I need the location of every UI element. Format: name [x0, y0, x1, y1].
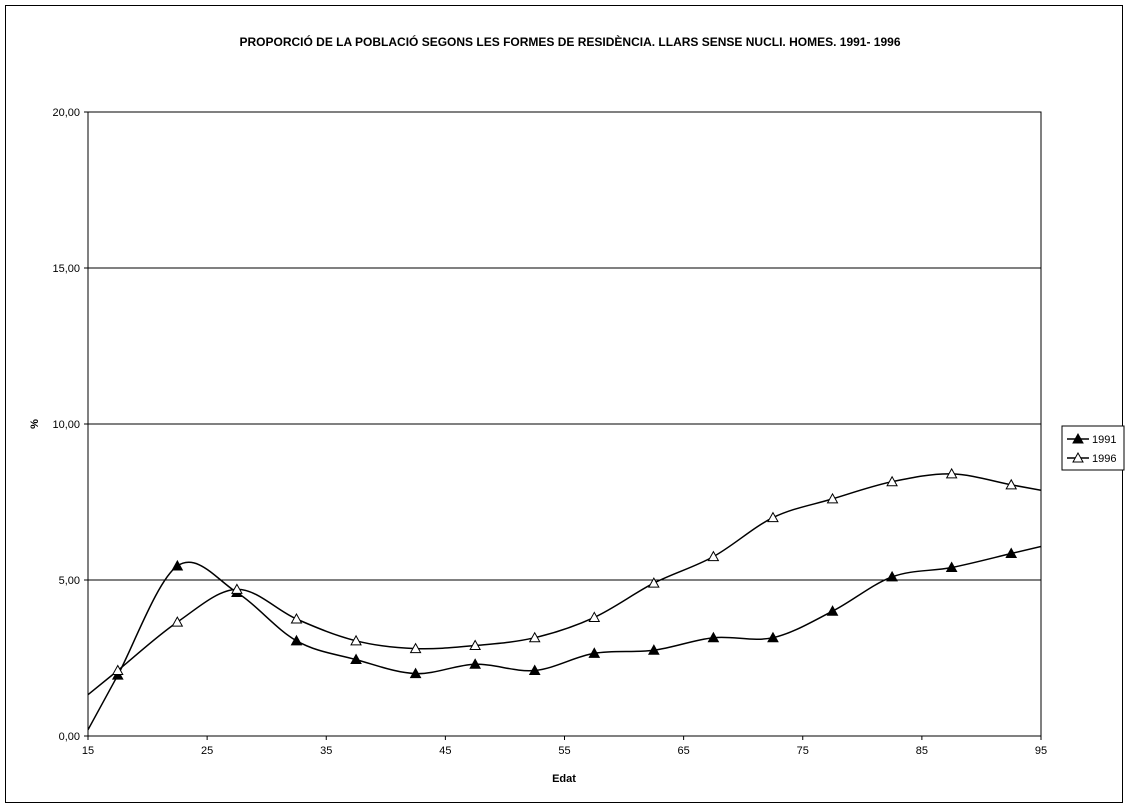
data-point-1996: [1005, 478, 1018, 490]
legend-box: [1061, 425, 1125, 471]
x-tick-label: 55: [558, 745, 570, 757]
data-point-1996: [350, 634, 362, 646]
y-tick-label: 10,00: [52, 419, 80, 431]
y-axis-label: %: [29, 419, 41, 429]
data-point-1996: [886, 475, 898, 487]
x-tick-label: 15: [82, 745, 94, 757]
data-point-1996: [469, 639, 482, 651]
y-tick-label: 20,00: [52, 107, 80, 119]
legend-label: 1991: [1092, 434, 1116, 446]
data-point-1996: [171, 616, 184, 627]
data-point-1991: [945, 561, 958, 573]
y-tick-label: 0,00: [59, 731, 80, 743]
data-point-1996: [231, 583, 243, 594]
x-axis-label: Edat: [552, 773, 576, 785]
data-point-1991: [290, 634, 303, 646]
data-point-1996: [111, 664, 124, 675]
data-point-1991: [707, 631, 720, 643]
x-tick-label: 65: [678, 745, 690, 757]
data-point-1991: [647, 644, 660, 655]
data-point-1996: [647, 577, 660, 588]
chart-title: PROPORCIÓ DE LA POBLACIÓ SEGONS LES FORM…: [239, 34, 900, 49]
data-point-1991: [528, 664, 541, 675]
legend: 1991 1996: [1061, 425, 1125, 471]
y-tick-label: 15,00: [52, 263, 80, 275]
data-point-1991: [350, 653, 362, 665]
chart-frame: [5, 5, 1123, 803]
data-point-1996: [707, 550, 720, 562]
x-tick-label: 25: [201, 745, 213, 757]
data-point-1996: [290, 612, 303, 624]
data-point-1991: [1005, 547, 1018, 558]
x-tick-label: 75: [797, 745, 809, 757]
data-point-1996: [528, 631, 541, 643]
data-point-1991: [469, 658, 482, 669]
data-point-1996: [767, 511, 779, 523]
series-line-1991: [88, 545, 1041, 731]
x-tick-label: 95: [1035, 745, 1047, 757]
data-point-1996: [826, 492, 839, 504]
series-line-1996: [88, 473, 1041, 696]
legend-marker: [1072, 432, 1084, 444]
data-point-1991: [409, 667, 422, 679]
x-tick-label: 85: [916, 745, 928, 757]
legend-marker: [1072, 451, 1084, 463]
data-point-1991: [767, 631, 779, 643]
data-point-1996: [945, 467, 958, 479]
data-point-1991: [826, 605, 839, 616]
data-point-1991: [588, 647, 601, 658]
x-tick-label: 35: [320, 745, 332, 757]
data-point-1991: [171, 559, 184, 571]
legend-label: 1996: [1092, 453, 1116, 465]
data-point-1996: [409, 642, 422, 654]
y-tick-label: 5,00: [59, 575, 80, 587]
data-point-1996: [588, 611, 601, 622]
data-point-1991: [886, 570, 898, 582]
x-tick-label: 45: [439, 745, 451, 757]
